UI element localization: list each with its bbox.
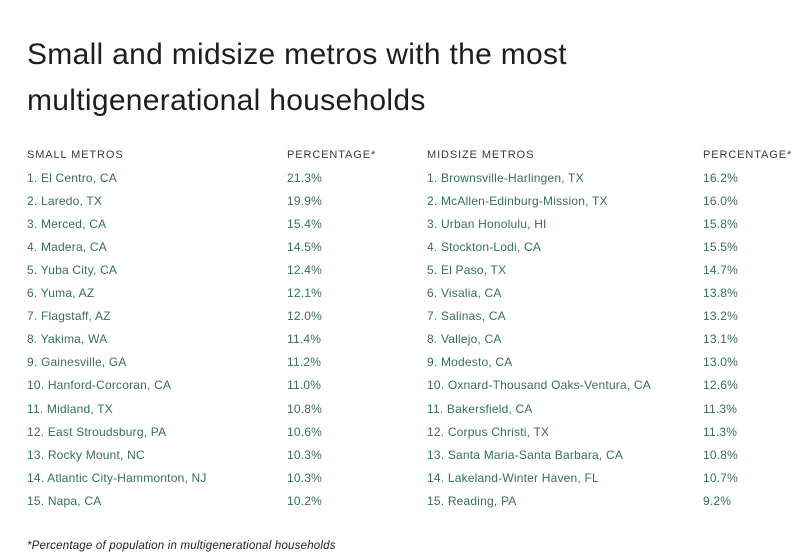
percentage-cell: 9.2% [703, 493, 732, 508]
metro-name-cell: 1. Brownsville-Harlingen, TX [427, 170, 584, 185]
percentage-cell: 12.1% [287, 286, 323, 301]
metro-name-cell: 14. Lakeland-Winter Haven, FL [427, 470, 599, 485]
percentage-cell: 11.4% [287, 332, 322, 347]
percentage-cell: 15.5% [703, 239, 739, 254]
percentage-cell: 15.8% [703, 216, 739, 231]
percentage-cell: 12.4% [287, 263, 323, 278]
metro-name-cell: 4. Madera, CA [27, 239, 107, 254]
percentage-cell: 14.7% [703, 263, 739, 278]
page-title: Small and midsize metros with the most m… [27, 38, 567, 118]
percentage-cell: 10.8% [287, 401, 323, 416]
percentage-cell: 10.3% [287, 447, 323, 462]
percentage-cell: 11.3% [703, 424, 738, 439]
percentage-cell: 21.3% [287, 170, 323, 185]
percentage-cell: 10.6% [287, 424, 323, 439]
metro-name-cell: 2. Laredo, TX [27, 193, 103, 208]
metro-name-cell: 8. Yakima, WA [27, 332, 108, 347]
metro-name-cell: 13. Santa Maria-Santa Barbara, CA [427, 447, 624, 462]
percentage-cell: 16.0% [703, 193, 739, 208]
percentage-cell: 19.9% [287, 193, 323, 208]
percentage-cell: 11.2% [287, 355, 322, 370]
percentage-cell: 10.2% [287, 493, 323, 508]
footnote: *Percentage of population in multigenera… [27, 540, 336, 552]
small-metros-column-header: SMALL METROS [27, 148, 124, 161]
percentage-cell: 13.1% [703, 332, 739, 347]
metro-name-cell: 6. Visalia, CA [427, 286, 502, 301]
percentage-cell: 16.2% [703, 170, 739, 185]
metros-table: SMALL METROS PERCENTAGE* MIDSIZE METROS … [27, 143, 799, 513]
percentage-cell: 13.2% [703, 309, 739, 324]
percentage-cell: 15.4% [287, 216, 323, 231]
metro-name-cell: 10. Hanford-Corcoran, CA [27, 378, 172, 393]
midsize-metros-column-header: MIDSIZE METROS [427, 148, 535, 161]
percentage-cell: 11.3% [703, 401, 738, 416]
metro-name-cell: 11. Bakersfield, CA [427, 401, 533, 416]
metro-name-cell: 3. Merced, CA [27, 216, 107, 231]
percentage-cell: 10.7% [703, 470, 739, 485]
metro-name-cell: 14. Atlantic City-Hammonton, NJ [27, 470, 207, 485]
metro-name-cell: 6. Yuma, AZ [27, 286, 95, 301]
metro-name-cell: 5. Yuba City, CA [27, 263, 118, 278]
metro-name-cell: 9. Modesto, CA [427, 355, 513, 370]
percentage-cell: 11.0% [287, 378, 322, 393]
metro-name-cell: 3. Urban Honolulu, HI [427, 216, 547, 231]
metro-name-cell: 7. Flagstaff, AZ [27, 309, 111, 324]
percentage-cell: 10.8% [703, 447, 739, 462]
metro-name-cell: 9. Gainesville, GA [27, 355, 127, 370]
metro-name-cell: 11. Midland, TX [27, 401, 113, 416]
metro-name-cell: 12. East Stroudsburg, PA [27, 424, 167, 439]
percentage-cell: 13.8% [703, 286, 739, 301]
midsize-metros-percentage-header: PERCENTAGE* [703, 148, 793, 161]
metro-name-cell: 4. Stockton-Lodi, CA [427, 239, 542, 254]
metro-name-cell: 13. Rocky Mount, NC [27, 447, 145, 462]
metro-name-cell: 12. Corpus Christi, TX [427, 424, 550, 439]
metro-name-cell: 5. El Paso, TX [427, 263, 507, 278]
metro-name-cell: 15. Reading, PA [427, 493, 517, 508]
percentage-cell: 12.0% [287, 309, 323, 324]
metro-name-cell: 1. El Centro, CA [27, 170, 117, 185]
metro-name-cell: 10. Oxnard-Thousand Oaks-Ventura, CA [427, 378, 651, 393]
percentage-cell: 12.6% [703, 378, 739, 393]
small-metros-percentage-header: PERCENTAGE* [287, 148, 377, 161]
percentage-cell: 10.3% [287, 470, 323, 485]
metro-name-cell: 7. Salinas, CA [427, 309, 506, 324]
percentage-cell: 14.5% [287, 239, 323, 254]
metro-name-cell: 15. Napa, CA [27, 493, 102, 508]
percentage-cell: 13.0% [703, 355, 739, 370]
metro-name-cell: 2. McAllen-Edinburg-Mission, TX [427, 193, 608, 208]
metro-name-cell: 8. Vallejo, CA [427, 332, 502, 347]
